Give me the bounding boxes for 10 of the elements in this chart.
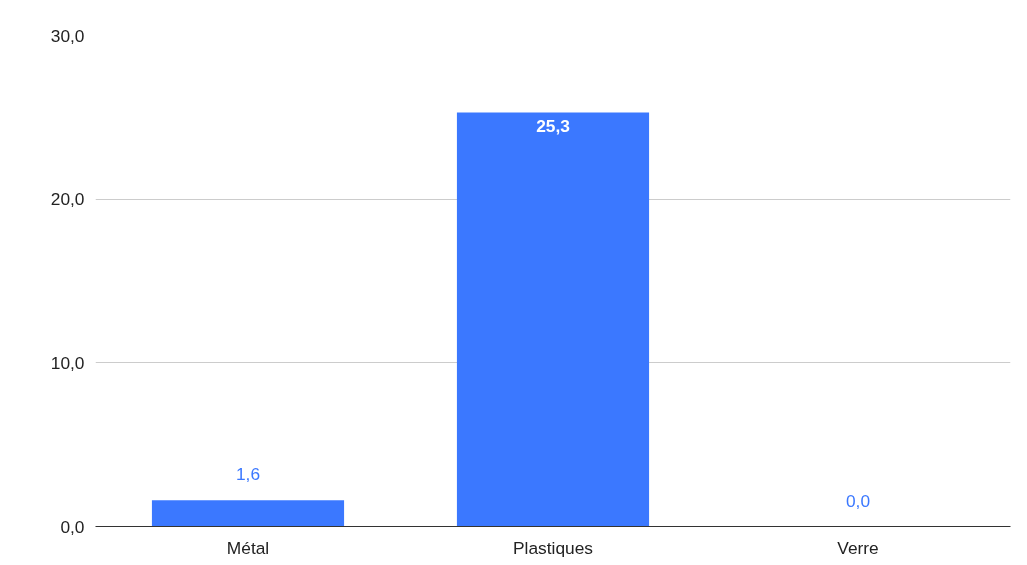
x-tick-label: Verre [837, 537, 879, 558]
y-tick-label: 20,0 [50, 189, 85, 210]
y-tick-label: 30,0 [50, 25, 85, 46]
data-label: 1,6 [235, 464, 261, 485]
x-tick-label: Métal [226, 537, 270, 558]
data-label: 0,0 [845, 490, 871, 511]
y-tick-label: 0,0 [60, 516, 85, 537]
y-tick-label: 10,0 [50, 352, 85, 373]
x-tick-label: Plastiques [513, 537, 594, 558]
data-label: 25,3 [536, 116, 571, 137]
